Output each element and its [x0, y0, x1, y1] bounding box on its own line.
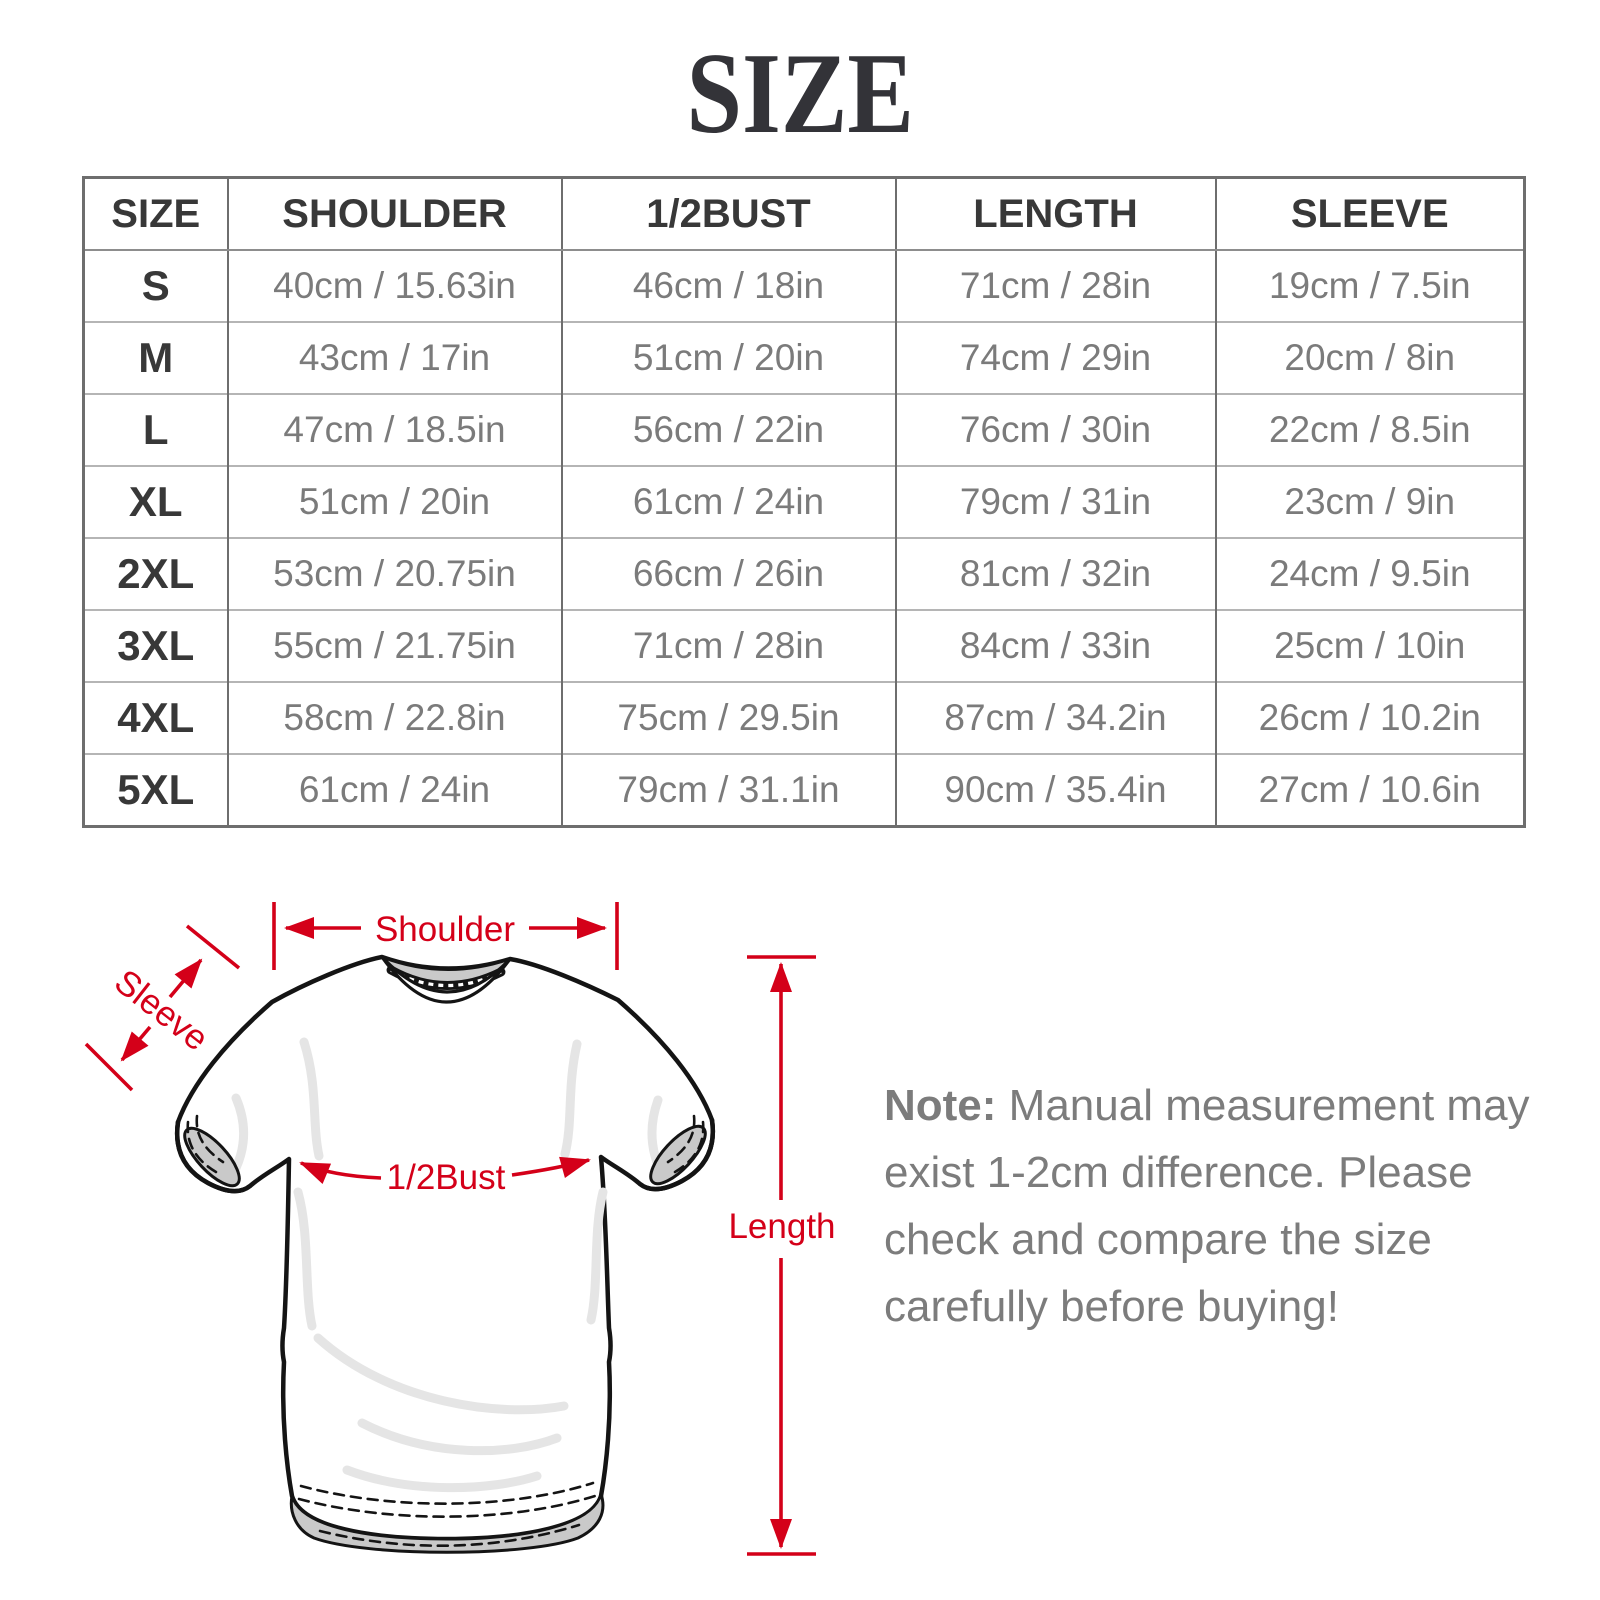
value-cell: 79cm / 31in: [894, 465, 1216, 538]
bust-annotation: 1/2Bust: [299, 1156, 591, 1197]
value-cell: 27cm / 10.6in: [1214, 753, 1525, 827]
value-cell: 75cm / 29.5in: [560, 681, 896, 754]
table-row: M 43cm / 17in 51cm / 20in 74cm / 29in 20cm /…: [83, 321, 1525, 394]
value-cell: 81cm / 32in: [894, 537, 1216, 610]
hem-stitch: [299, 1481, 595, 1505]
note-line: exist 1-2cm difference. Please: [884, 1148, 1473, 1197]
value-cell: 19cm / 7.5in: [1214, 250, 1525, 322]
value-cell: 25cm / 10in: [1214, 609, 1525, 682]
bust-label: 1/2Bust: [387, 1158, 506, 1197]
value-cell: 26cm / 10.2in: [1214, 681, 1525, 754]
col-header-length: LENGTH: [894, 177, 1216, 251]
size-cell: L: [83, 393, 228, 466]
value-cell: 55cm / 21.75in: [226, 609, 562, 682]
size-table: SIZE SHOULDER 1/2BUST LENGTH SLEEVE S 40c…: [82, 176, 1526, 828]
note-line: Note: Manual measurement may: [884, 1072, 1544, 1139]
page-title: SIZE: [686, 30, 914, 158]
value-cell: 46cm / 18in: [560, 250, 896, 322]
sleeve-arrow-up: [168, 958, 203, 999]
value-cell: 43cm / 17in: [226, 321, 562, 394]
value-cell: 58cm / 22.8in: [226, 681, 562, 754]
value-cell: 47cm / 18.5in: [226, 393, 562, 466]
value-cell: 84cm / 33in: [894, 609, 1216, 682]
shoulder-label: Shoulder: [375, 910, 515, 949]
length-annotation: Length: [728, 955, 836, 1556]
wrinkle: [313, 1333, 569, 1415]
value-cell: 87cm / 34.2in: [894, 681, 1216, 754]
table-row: S 40cm / 15.63in 46cm / 18in 71cm / 28in 19c…: [84, 250, 1525, 322]
value-cell: 51cm / 20in: [560, 321, 896, 394]
wrinkle: [586, 1187, 608, 1325]
value-cell: 76cm / 30in: [894, 393, 1216, 466]
wrinkle: [560, 1039, 582, 1159]
value-cell: 79cm / 31.1in: [560, 753, 896, 827]
value-cell: 90cm / 35.4in: [894, 753, 1216, 827]
wrinkle: [231, 1093, 249, 1173]
sleeve-label: Sleeve: [107, 962, 215, 1059]
col-header-sleeve: SLEEVE: [1214, 177, 1525, 251]
wrinkle: [293, 1187, 317, 1331]
hem-stitch: [318, 1523, 581, 1548]
value-cell: 24cm / 9.5in: [1214, 537, 1525, 610]
sleeve-arrow-down: [120, 1025, 152, 1062]
table-row: 5XL 61cm / 24in 79cm / 31.1in 90cm / 35.4in…: [83, 753, 1525, 827]
value-cell: 56cm / 22in: [560, 393, 896, 466]
cuff-stitch: [195, 1114, 225, 1164]
value-cell: 66cm / 26in: [560, 537, 896, 610]
size-cell: 3XL: [83, 609, 228, 682]
table-header-row: SIZE SHOULDER 1/2BUST LENGTH SLEEVE: [83, 177, 1525, 251]
hem-stitch: [297, 1494, 597, 1518]
right-cuff-edge: [637, 1117, 716, 1192]
sleeve-cap-top: [185, 924, 241, 970]
size-cell: 4XL: [83, 681, 228, 754]
table-row: XL 51cm / 20in 61cm / 24in 79cm / 31in 23cm …: [83, 465, 1525, 538]
tshirt-graphic: [174, 954, 716, 1554]
table-row: 3XL 55cm / 21.75in 71cm / 28in 84cm / 33in 2…: [83, 609, 1525, 682]
col-header-size: SIZE: [83, 177, 228, 251]
size-cell: 2XL: [83, 537, 228, 610]
col-header-shoulder: SHOULDER: [226, 177, 562, 251]
value-cell: 61cm / 24in: [560, 465, 896, 538]
value-cell: 40cm / 15.63in: [226, 250, 562, 322]
value-cell: 53cm / 20.75in: [226, 537, 562, 610]
cuff-stitch: [673, 1120, 705, 1174]
table-body: S 40cm / 15.63in 46cm / 18in 71cm / 28in 19c…: [83, 250, 1525, 827]
wrinkle: [299, 1037, 324, 1161]
bust-arrow-left: [299, 1161, 382, 1184]
table-row: L 47cm / 18.5in 56cm / 22in 76cm / 30in 22cm…: [83, 393, 1525, 466]
shoulder-annotation: Shoulder: [272, 902, 619, 970]
table-row: 2XL 53cm / 20.75in 66cm / 26in 81cm / 32in 2…: [83, 537, 1525, 610]
tshirt-measurement-diagram: Shoulder Sleeve 1/2Bust: [84, 902, 836, 1556]
cuff-stitch: [666, 1114, 696, 1164]
note-line: check and compare the size: [884, 1215, 1432, 1264]
cuff-stitch: [186, 1120, 218, 1174]
size-cell: M: [83, 321, 228, 394]
value-cell: 51cm / 20in: [226, 465, 562, 538]
wrinkle: [357, 1418, 562, 1456]
value-cell: 71cm / 28in: [894, 250, 1216, 322]
note-text: Note: Manual measurement may exist 1-2cm…: [884, 1072, 1544, 1340]
value-cell: 71cm / 28in: [560, 609, 896, 682]
collar-band: [380, 955, 512, 1004]
bust-arrow-right: [511, 1156, 591, 1179]
sleeve-cap-bottom: [84, 1042, 134, 1092]
left-cuff-edge: [174, 1119, 253, 1194]
col-header-bust: 1/2BUST: [560, 177, 896, 251]
note-label: Note:: [884, 1081, 997, 1130]
note-line: carefully before buying!: [884, 1282, 1339, 1331]
note-line-text: Manual measurement may: [996, 1081, 1530, 1130]
table-row: 4XL 58cm / 22.8in 75cm / 29.5in 87cm / 34.2…: [83, 681, 1525, 754]
value-cell: 20cm / 8in: [1214, 321, 1525, 394]
size-cell: XL: [83, 465, 228, 538]
wrinkle: [342, 1465, 542, 1493]
value-cell: 74cm / 29in: [894, 321, 1216, 394]
size-cell: 5XL: [83, 753, 228, 827]
size-cell: S: [141, 262, 170, 309]
length-label: Length: [728, 1207, 835, 1246]
value-cell: 23cm / 9in: [1214, 465, 1525, 538]
value-cell: 61cm / 24in: [226, 753, 562, 827]
value-cell: 22cm / 8.5in: [1214, 393, 1525, 466]
